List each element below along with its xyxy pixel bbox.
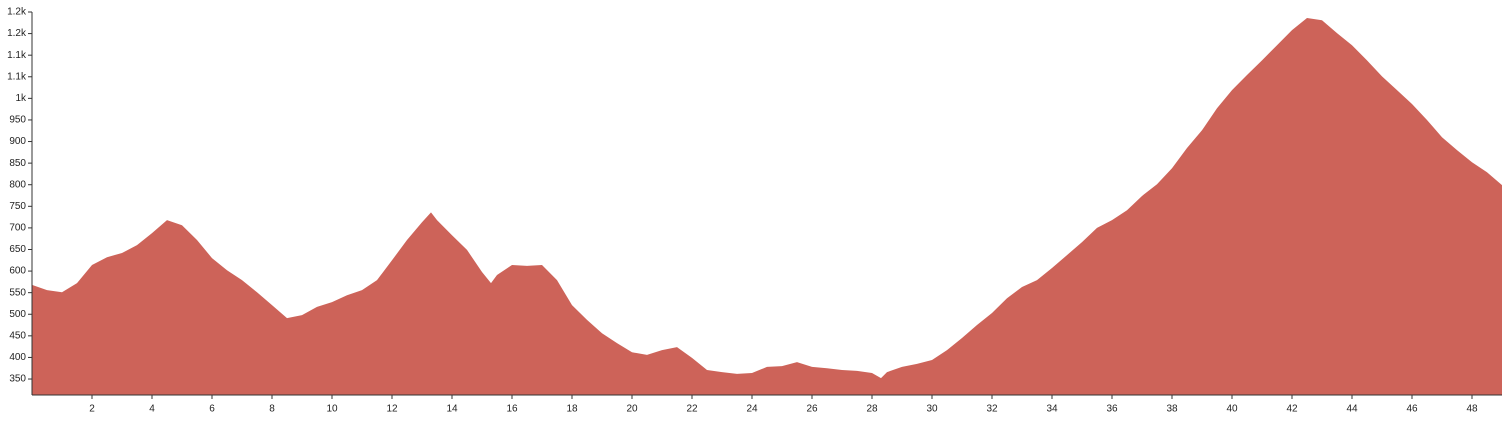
y-tick-label: 550	[9, 287, 26, 298]
x-tick-label: 44	[1346, 404, 1358, 415]
y-tick-label: 1.1k	[7, 50, 27, 61]
y-tick-label: 350	[9, 374, 26, 385]
y-tick-label: 800	[9, 179, 26, 190]
y-tick-label: 1.2k	[7, 7, 27, 18]
x-tick-label: 14	[446, 404, 458, 415]
x-tick-label: 18	[566, 404, 578, 415]
x-tick-label: 36	[1106, 404, 1118, 415]
y-tick-label: 450	[9, 330, 26, 341]
x-tick-label: 38	[1166, 404, 1178, 415]
x-tick-label: 12	[386, 404, 398, 415]
y-tick-label: 600	[9, 266, 26, 277]
y-tick-label: 650	[9, 244, 26, 255]
x-tick-label: 48	[1466, 404, 1478, 415]
elevation-area	[32, 18, 1502, 395]
x-tick-label: 34	[1046, 404, 1058, 415]
y-tick-label: 1.1k	[7, 71, 27, 82]
x-tick-label: 26	[806, 404, 818, 415]
x-tick-label: 16	[506, 404, 518, 415]
x-tick-label: 2	[89, 404, 95, 415]
y-tick-label: 1.2k	[7, 28, 27, 39]
y-tick-label: 850	[9, 158, 26, 169]
x-tick-label: 6	[209, 404, 215, 415]
x-tick-label: 32	[986, 404, 998, 415]
y-tick-label: 750	[9, 201, 26, 212]
y-tick-label: 700	[9, 223, 26, 234]
y-tick-label: 400	[9, 352, 26, 363]
x-tick-label: 8	[269, 404, 275, 415]
y-tick-label: 500	[9, 309, 26, 320]
x-tick-label: 28	[866, 404, 878, 415]
x-tick-label: 40	[1226, 404, 1238, 415]
x-tick-label: 46	[1406, 404, 1418, 415]
x-tick-label: 20	[626, 404, 638, 415]
y-tick-label: 950	[9, 115, 26, 126]
x-tick-label: 22	[686, 404, 698, 415]
y-tick-label: 1k	[15, 93, 27, 104]
y-tick-label: 900	[9, 136, 26, 147]
x-tick-label: 4	[149, 404, 155, 415]
x-tick-label: 24	[746, 404, 758, 415]
x-tick-label: 42	[1286, 404, 1298, 415]
x-tick-label: 10	[326, 404, 338, 415]
x-tick-label: 30	[926, 404, 938, 415]
